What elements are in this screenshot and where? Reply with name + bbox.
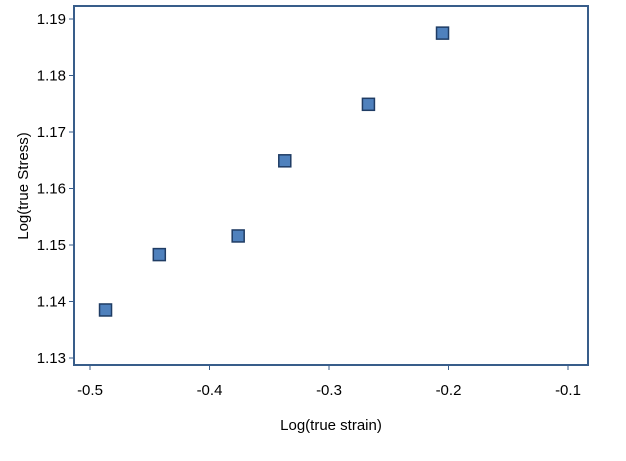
x-tick-label: -0.2 <box>436 382 462 399</box>
data-point <box>152 247 167 262</box>
y-axis-title: Log(true Stress) <box>15 132 32 240</box>
data-point <box>278 154 292 168</box>
y-tick-label: 1.14 <box>37 294 66 311</box>
data-points <box>98 26 450 317</box>
y-tick-label: 1.16 <box>37 181 66 198</box>
y-tick-label: 1.15 <box>37 237 66 254</box>
y-axis: 1.13 1.14 1.15 1.16 1.17 1.18 1.19 <box>37 11 74 367</box>
plot-frame <box>73 5 589 366</box>
y-tick-label: 1.13 <box>37 350 66 367</box>
data-point <box>231 229 245 243</box>
x-tick-label: -0.4 <box>197 382 223 399</box>
data-point <box>98 303 113 317</box>
x-axis-title: Log(true strain) <box>280 417 382 434</box>
data-point <box>435 26 450 40</box>
y-tick-label: 1.18 <box>37 68 66 85</box>
x-tick-label: -0.1 <box>555 382 581 399</box>
x-axis: -0.5 -0.4 -0.3 -0.2 -0.1 <box>77 365 581 399</box>
y-tick-label: 1.19 <box>37 11 66 28</box>
data-point <box>361 97 376 112</box>
y-tick-label: 1.17 <box>37 124 66 141</box>
x-tick-label: -0.3 <box>316 382 342 399</box>
x-tick-label: -0.5 <box>77 382 103 399</box>
